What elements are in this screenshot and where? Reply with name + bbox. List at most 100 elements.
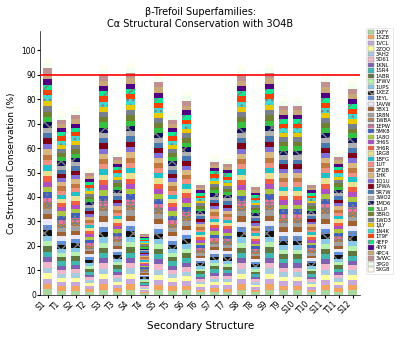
Bar bbox=[348, 99, 357, 104]
Bar bbox=[196, 230, 205, 232]
Bar bbox=[348, 172, 357, 177]
Bar bbox=[265, 263, 274, 268]
Bar bbox=[182, 235, 191, 239]
Bar bbox=[71, 158, 80, 162]
Bar bbox=[237, 175, 246, 180]
Bar bbox=[57, 232, 66, 237]
Bar bbox=[85, 199, 94, 202]
Bar bbox=[196, 261, 205, 263]
Bar bbox=[279, 196, 288, 200]
Bar bbox=[210, 206, 219, 209]
Bar bbox=[237, 169, 246, 175]
Bar bbox=[196, 284, 205, 287]
Bar bbox=[265, 158, 274, 163]
Bar bbox=[57, 266, 66, 270]
Bar bbox=[265, 279, 274, 284]
Bar bbox=[99, 75, 108, 81]
Bar bbox=[237, 269, 246, 274]
Bar bbox=[71, 273, 80, 278]
Bar bbox=[99, 117, 108, 122]
Bar bbox=[99, 253, 108, 258]
Bar bbox=[140, 233, 149, 234]
Bar bbox=[237, 185, 246, 190]
Bar bbox=[237, 117, 246, 122]
Bar bbox=[307, 243, 316, 245]
Bar bbox=[182, 258, 191, 263]
Bar bbox=[154, 153, 163, 158]
Bar bbox=[154, 255, 163, 259]
Bar bbox=[348, 270, 357, 275]
Bar bbox=[265, 274, 274, 279]
Bar bbox=[85, 171, 94, 173]
Bar bbox=[196, 216, 205, 219]
Bar bbox=[71, 265, 80, 269]
Bar bbox=[196, 211, 205, 214]
Bar bbox=[224, 180, 232, 183]
Legend: 1XFY, 1SZB, 1VCL, 2ZQO, 3AH2, 5D61, 1KNL, 1SR4, 1ABR, 1FWV, 1UPS, 1XEZ, 1EYL, 1A: 1XFY, 1SZB, 1VCL, 2ZQO, 3AH2, 5D61, 1KNL… bbox=[366, 28, 393, 274]
Bar bbox=[348, 290, 357, 295]
Bar bbox=[251, 292, 260, 295]
Bar bbox=[293, 191, 302, 196]
Bar bbox=[348, 226, 357, 231]
Bar bbox=[334, 246, 343, 249]
Bar bbox=[112, 292, 122, 295]
Bar bbox=[85, 222, 94, 225]
Bar bbox=[57, 291, 66, 295]
Bar bbox=[334, 177, 343, 180]
Bar bbox=[293, 263, 302, 268]
Bar bbox=[112, 269, 122, 272]
Bar bbox=[279, 205, 288, 209]
Bar bbox=[168, 262, 177, 266]
Bar bbox=[168, 191, 177, 195]
Bar bbox=[237, 164, 246, 169]
Bar bbox=[57, 241, 66, 245]
Bar bbox=[71, 218, 80, 222]
Bar bbox=[320, 285, 330, 290]
Bar bbox=[293, 209, 302, 214]
Bar bbox=[224, 267, 232, 270]
Bar bbox=[85, 205, 94, 208]
Bar bbox=[154, 143, 163, 148]
Bar bbox=[43, 214, 52, 219]
Bar bbox=[210, 244, 219, 247]
Bar bbox=[154, 148, 163, 153]
Bar bbox=[265, 137, 274, 142]
Bar bbox=[99, 159, 108, 164]
Bar bbox=[210, 273, 219, 276]
Bar bbox=[251, 290, 260, 292]
Bar bbox=[196, 258, 205, 261]
Bar bbox=[99, 248, 108, 253]
Bar bbox=[265, 205, 274, 210]
Bar bbox=[154, 168, 163, 173]
Bar bbox=[293, 169, 302, 173]
Bar bbox=[154, 123, 163, 128]
Bar bbox=[182, 106, 191, 110]
Bar bbox=[320, 93, 330, 98]
Bar bbox=[348, 285, 357, 290]
Bar bbox=[237, 243, 246, 248]
Bar bbox=[99, 81, 108, 86]
Bar bbox=[251, 195, 260, 198]
Bar bbox=[182, 249, 191, 253]
Bar bbox=[320, 214, 330, 219]
Bar bbox=[265, 194, 274, 200]
Bar bbox=[279, 160, 288, 164]
Bar bbox=[43, 187, 52, 192]
Bar bbox=[71, 115, 80, 119]
Bar bbox=[265, 258, 274, 263]
Bar bbox=[237, 70, 246, 75]
Bar bbox=[140, 286, 149, 288]
Bar bbox=[182, 143, 191, 147]
Bar bbox=[307, 201, 316, 203]
Bar bbox=[140, 274, 149, 276]
Bar bbox=[251, 216, 260, 218]
Bar bbox=[71, 252, 80, 256]
Bar bbox=[57, 282, 66, 287]
Bar bbox=[237, 75, 246, 81]
Bar bbox=[279, 187, 288, 191]
Bar bbox=[210, 187, 219, 190]
Bar bbox=[126, 200, 136, 205]
Bar bbox=[320, 224, 330, 229]
Bar bbox=[320, 194, 330, 199]
Bar bbox=[320, 123, 330, 128]
